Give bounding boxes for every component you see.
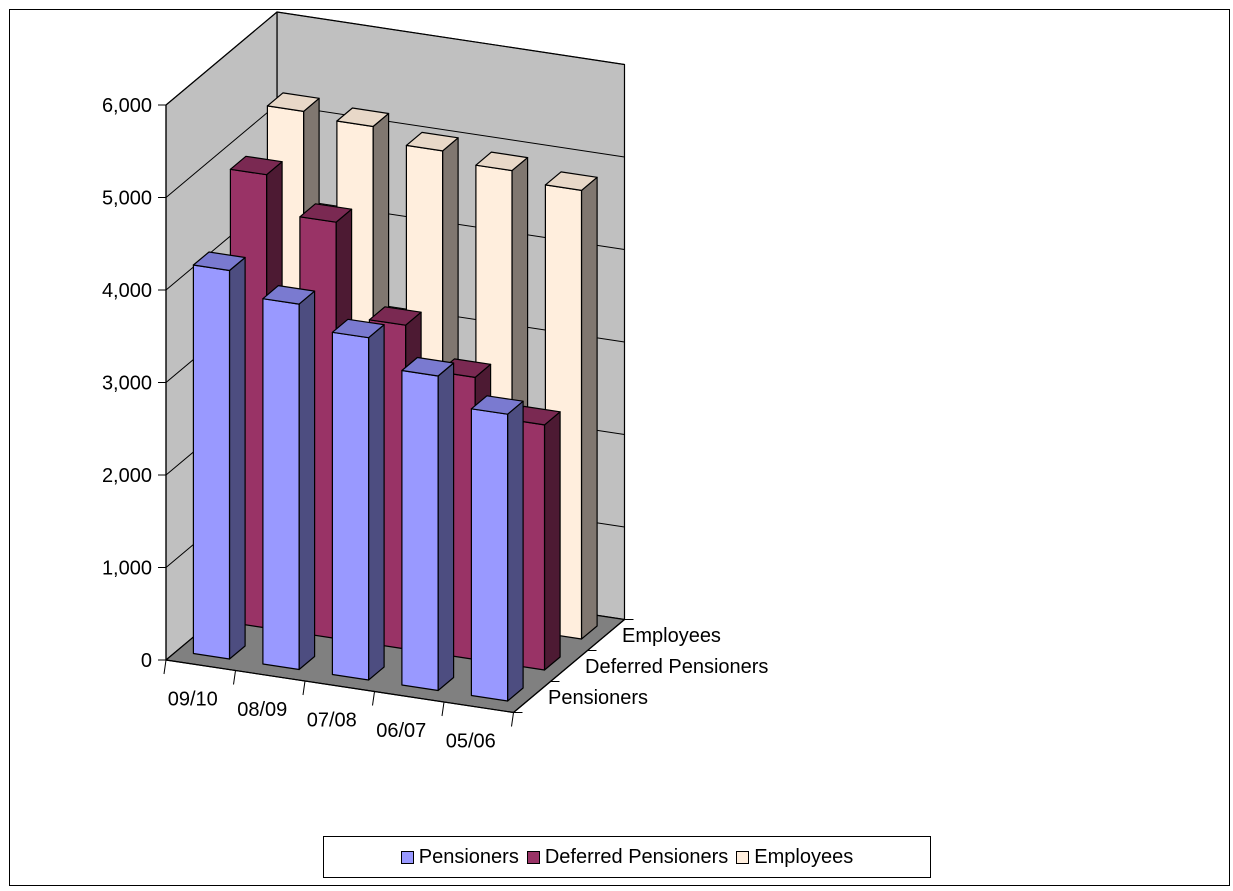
legend-label-deferred-pensioners: Deferred Pensioners <box>544 845 729 868</box>
depth-tick-label: Deferred Pensioners <box>585 656 768 678</box>
bar-top-face <box>229 155 283 176</box>
x-tick-label: 06/07 <box>376 720 426 742</box>
bar-top-face <box>192 251 246 272</box>
bar-pensioners-08-09 <box>262 285 316 671</box>
bar-side-face <box>543 411 561 671</box>
x-tick <box>163 659 167 675</box>
bar-side-face <box>298 290 316 671</box>
y-tick-label: 3,000 <box>102 373 152 395</box>
bar-top-face <box>470 395 524 415</box>
bar-top-face <box>299 203 353 223</box>
bar-top-face <box>262 285 316 305</box>
y-tick-label: 4,000 <box>102 280 152 302</box>
bar-side-face <box>507 400 524 702</box>
bar-top-face <box>331 318 385 339</box>
depth-tick-label: Employees <box>622 625 721 647</box>
bar-top-face <box>475 151 529 172</box>
legend-label-pensioners: Pensioners <box>418 845 519 868</box>
bar-front-face <box>401 369 439 692</box>
y-tick-label: 1,000 <box>102 558 152 580</box>
bar-top-face <box>405 131 459 152</box>
x-tick-label: 05/06 <box>446 730 496 752</box>
bar-front-face <box>262 298 300 671</box>
bar-front-face <box>470 408 509 702</box>
x-tick <box>511 712 514 727</box>
bar-side-face <box>580 176 598 640</box>
y-tick-label: 2,000 <box>102 465 152 487</box>
depth-tick-label: Pensioners <box>548 687 648 709</box>
y-tick-label: 6,000 <box>102 95 152 117</box>
bar-front-face <box>331 331 370 681</box>
legend-item-pensioners: Pensioners <box>400 845 519 869</box>
bar-pensioners-05-06 <box>470 395 524 702</box>
bar-top-face <box>401 356 455 377</box>
x-axis-line <box>165 659 514 714</box>
bar-side-face <box>437 362 455 692</box>
gridline <box>165 11 625 106</box>
depth-axis-line <box>513 619 625 713</box>
x-tick <box>233 670 236 685</box>
bar-front-face <box>192 264 231 660</box>
legend-item-employees: Employees <box>736 846 853 869</box>
x-tick <box>372 691 375 706</box>
bar-pensioners-07-08 <box>331 318 385 681</box>
legend-swatch-deferred-pensioners <box>526 850 540 864</box>
x-tick-label: 07/08 <box>307 709 357 731</box>
x-tick-label: 08/09 <box>237 699 287 721</box>
y-tick-label: 5,000 <box>102 188 152 210</box>
bar-side-face <box>368 324 385 681</box>
bar-pensioners-06-07 <box>401 356 455 692</box>
bar-top-face <box>544 171 598 191</box>
legend: Pensioners Deferred Pensioners Employees <box>323 836 931 878</box>
bar-top-face <box>336 107 390 128</box>
x-tick <box>441 701 445 717</box>
bar-top-face <box>368 306 422 326</box>
legend-item-deferred-pensioners: Deferred Pensioners <box>526 845 729 869</box>
bar-pensioners-09-10 <box>192 251 246 660</box>
bar-side-face <box>228 256 246 660</box>
bar-top-face <box>266 92 320 113</box>
x-tick <box>302 680 306 696</box>
y-tick-label: 0 <box>141 650 152 672</box>
legend-swatch-pensioners <box>400 850 414 864</box>
legend-label-employees: Employees <box>754 845 854 868</box>
legend-swatch-employees <box>736 850 750 864</box>
x-tick-label: 09/10 <box>168 688 218 710</box>
